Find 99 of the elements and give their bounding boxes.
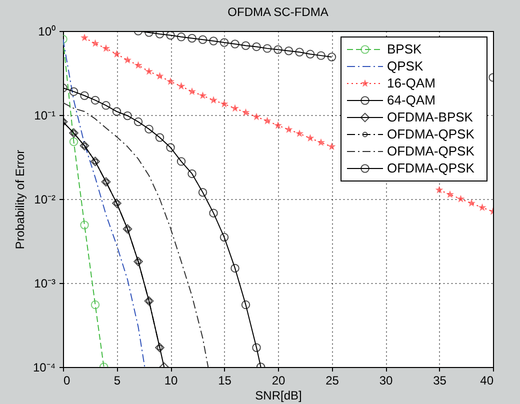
y-tick-label: 10⁰ (38, 24, 56, 38)
point (102, 44, 110, 52)
chart-title: OFDMA SC-FDMA (228, 5, 328, 19)
legend-label: OFDMA-QPSK (387, 160, 475, 176)
legend-label: OFDMA-QPSK (387, 126, 475, 142)
point (456, 194, 465, 202)
point (90, 96, 100, 105)
point (134, 117, 143, 126)
point (177, 82, 186, 90)
point (306, 134, 314, 142)
point (91, 39, 100, 47)
point (446, 190, 454, 198)
point (230, 264, 240, 273)
point (284, 46, 294, 56)
point (468, 199, 476, 207)
x-tick-label: 25 (326, 374, 340, 388)
x-tick-label: 15 (218, 374, 232, 388)
y-tick-label: 10⁻² (34, 192, 56, 206)
point (80, 220, 89, 230)
x-tick-label: 30 (379, 374, 393, 388)
point (166, 143, 175, 152)
point (80, 141, 90, 150)
point (69, 137, 78, 146)
legend-label: OFDMA-QPSK (387, 144, 475, 158)
point (145, 67, 153, 75)
point (220, 232, 229, 242)
legend-label: QPSK (387, 58, 424, 74)
line-series (63, 38, 146, 367)
point (220, 38, 229, 47)
point (209, 208, 218, 218)
x-tick-label: 20 (272, 374, 286, 388)
point (156, 72, 164, 80)
legend-label: OFDMA-BPSK (387, 110, 474, 124)
point (252, 42, 261, 52)
point (112, 50, 121, 58)
point (198, 188, 208, 197)
point (166, 31, 175, 40)
point (252, 343, 261, 352)
point (155, 31, 164, 38)
point (210, 96, 218, 104)
point (241, 41, 250, 50)
x-tick-label: 40 (480, 374, 494, 388)
y-axis-title: Probability of Error (12, 150, 27, 250)
legend-label: 64-QAM (387, 92, 436, 108)
point (274, 45, 282, 54)
y-tick-label: 10⁻³ (34, 276, 56, 290)
point (284, 125, 293, 133)
x-tick-label: 5 (114, 374, 121, 388)
point (295, 48, 304, 57)
point (263, 116, 272, 124)
point (123, 111, 132, 120)
x-tick-label: 0 (64, 374, 70, 388)
point (124, 56, 132, 64)
y-tick-label: 10⁻⁴ (32, 360, 56, 374)
y-tick-label: 10⁻¹ (34, 108, 56, 122)
point (327, 52, 336, 62)
point (252, 112, 260, 120)
point (134, 256, 143, 266)
point (188, 87, 196, 95)
point (80, 91, 89, 100)
x-tick-label: 10 (164, 374, 178, 388)
point (316, 51, 326, 60)
point (112, 198, 122, 208)
point (188, 34, 196, 43)
point (296, 129, 304, 138)
legend-label: BPSK (387, 42, 422, 56)
point (134, 61, 142, 69)
point (317, 138, 325, 146)
point (230, 40, 240, 48)
point (176, 32, 186, 42)
point (241, 300, 250, 310)
point (198, 91, 207, 100)
point (155, 133, 164, 142)
point (274, 121, 282, 129)
point (144, 124, 154, 134)
point (328, 142, 336, 150)
point (176, 157, 186, 166)
point (90, 300, 100, 310)
point (80, 34, 88, 42)
point (209, 36, 218, 46)
x-axis-title: SNR[dB] (255, 388, 302, 402)
point (69, 87, 78, 96)
point (198, 35, 208, 44)
point (166, 77, 174, 85)
legend-label: 16-QAM (387, 76, 436, 90)
x-tick-label: 35 (433, 374, 447, 388)
point (69, 128, 78, 138)
point (242, 108, 250, 116)
point (435, 186, 444, 194)
point (90, 156, 100, 166)
point (102, 101, 110, 110)
point (220, 100, 228, 108)
line-series (63, 102, 209, 367)
point (478, 203, 486, 211)
point (262, 44, 272, 53)
point (188, 169, 196, 178)
point (306, 50, 315, 59)
point (231, 104, 239, 112)
point (112, 107, 122, 116)
